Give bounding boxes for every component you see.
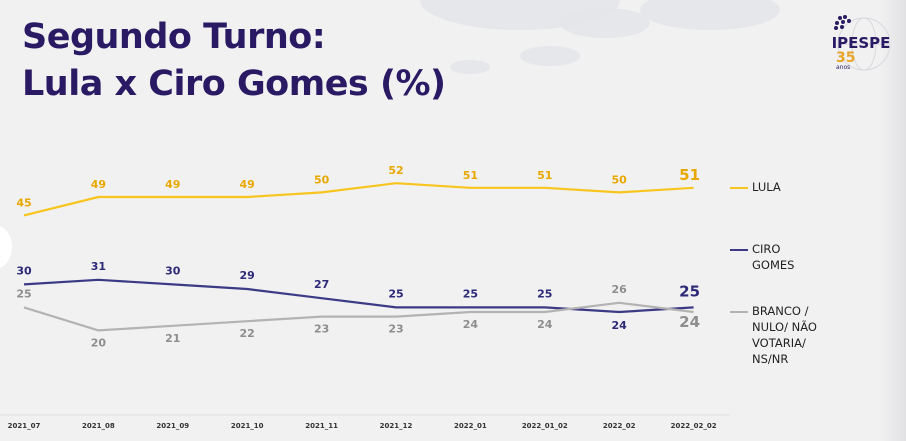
data-label: 51	[463, 169, 478, 182]
data-label: 22	[240, 327, 255, 340]
legend-label: BRANCO / NULO/ NÃO VOTARIA/ NS/NR	[752, 304, 817, 366]
x-tick-label: 2021_12	[380, 422, 413, 430]
x-tick-label: 2021_10	[231, 422, 264, 430]
data-label: 50	[314, 173, 330, 186]
background-shape	[450, 60, 490, 74]
data-label: 26	[612, 283, 628, 296]
legend-label: CIRO GOMES	[752, 242, 795, 272]
data-label: 23	[388, 323, 403, 336]
background-shape	[520, 46, 580, 66]
data-label: 27	[314, 278, 329, 291]
series-line-2	[23, 301, 694, 332]
data-label: 45	[16, 196, 31, 209]
legend-swatch	[730, 311, 748, 313]
page-edge-shadow	[880, 0, 906, 441]
data-label: 21	[165, 332, 180, 345]
data-label: 30	[165, 264, 181, 277]
data-label: 25	[679, 282, 700, 300]
legend-swatch	[730, 187, 748, 189]
data-label: 31	[91, 260, 106, 273]
x-tick-label: 2021_09	[156, 422, 189, 430]
data-label: 50	[612, 173, 628, 186]
data-label: 52	[388, 164, 403, 177]
data-label: 51	[679, 166, 700, 184]
data-label: 30	[16, 264, 32, 277]
x-tick-label: 2021_08	[82, 422, 115, 430]
ipespe-logo: IPESPE 35 anos	[826, 12, 896, 74]
data-label: 23	[314, 323, 329, 336]
x-tick-label: 2022_01_02	[522, 422, 568, 430]
logo-globe-icon	[834, 15, 891, 71]
x-tick-label: 2022_02_02	[671, 422, 717, 430]
data-label: 51	[537, 169, 552, 182]
data-label: 49	[240, 178, 255, 191]
data-label: 24	[612, 319, 628, 332]
x-tick-label: 2022_02	[603, 422, 636, 430]
data-label: 29	[240, 269, 255, 282]
data-label: 24	[679, 313, 700, 331]
logo-anos: anos	[836, 64, 851, 71]
chart-title: Segundo Turno: Lula x Ciro Gomes (%)	[22, 14, 446, 108]
x-tick-label: 2021_11	[305, 422, 338, 430]
data-label: 24	[463, 318, 479, 331]
legend-label: LULA	[752, 180, 781, 194]
data-label: 20	[91, 336, 107, 349]
data-label: 24	[537, 318, 553, 331]
title-line-2: Lula x Ciro Gomes (%)	[22, 64, 446, 104]
data-label: 25	[388, 287, 403, 300]
logo-number: 35	[836, 50, 856, 66]
legend-swatch	[730, 249, 748, 251]
x-tick-label: 2022_01	[454, 422, 487, 430]
data-label: 25	[537, 287, 552, 300]
background-shape	[0, 226, 12, 268]
logo-name: IPESPE	[831, 34, 891, 52]
data-label: 49	[91, 178, 106, 191]
title-line-1: Segundo Turno:	[22, 17, 326, 57]
background-shape	[560, 8, 650, 38]
series-line-0	[23, 182, 694, 217]
data-label: 49	[165, 178, 180, 191]
x-tick-label: 2021_07	[8, 422, 41, 430]
data-label: 25	[16, 287, 31, 300]
series-line-1	[23, 278, 694, 314]
data-label: 25	[463, 287, 478, 300]
